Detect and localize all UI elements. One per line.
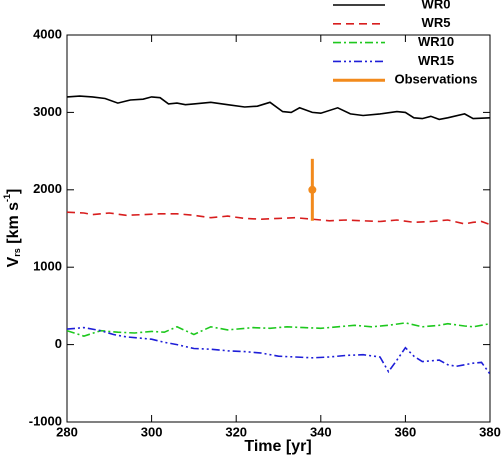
legend-label: Observations bbox=[394, 72, 477, 87]
x-tick-label: 360 bbox=[395, 424, 417, 439]
y-tick-label: -1000 bbox=[29, 413, 62, 428]
y-tick-label: 4000 bbox=[33, 26, 62, 41]
x-tick-label: 300 bbox=[141, 424, 163, 439]
x-axis-title: Time [yr] bbox=[244, 438, 311, 455]
x-tick-label: 320 bbox=[225, 424, 247, 439]
y-axis-title: Vrs [km s-1] bbox=[2, 189, 22, 268]
plot-frame bbox=[66, 34, 491, 423]
x-tick-label: 340 bbox=[310, 424, 332, 439]
legend-label: WR0 bbox=[422, 0, 451, 11]
series-line bbox=[67, 95, 490, 121]
legend-label: WR15 bbox=[418, 53, 454, 68]
x-tick-label: 380 bbox=[479, 424, 501, 439]
legend-label: WR10 bbox=[418, 34, 454, 49]
series-line bbox=[67, 211, 490, 226]
x-tick-label: 280 bbox=[56, 424, 78, 439]
y-tick-label: 0 bbox=[55, 336, 62, 351]
y-tick-label: 1000 bbox=[33, 259, 62, 274]
observation-point bbox=[308, 185, 317, 194]
y-tick-label: 3000 bbox=[33, 104, 62, 119]
series-line bbox=[67, 322, 490, 337]
series-line bbox=[67, 326, 490, 375]
y-tick-label: 2000 bbox=[33, 181, 62, 196]
legend-label: WR5 bbox=[422, 15, 451, 30]
